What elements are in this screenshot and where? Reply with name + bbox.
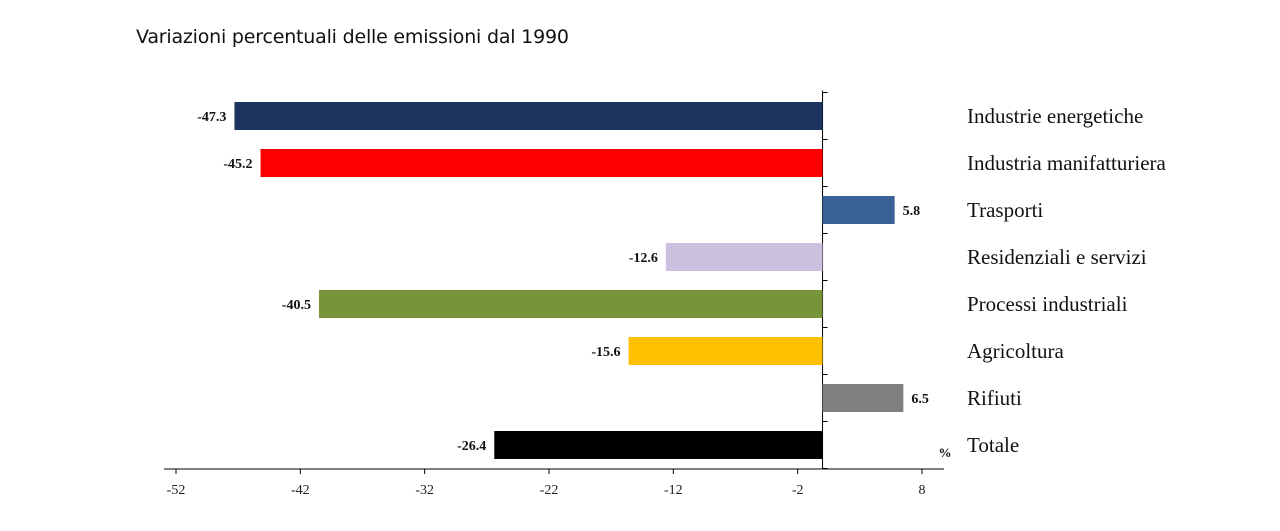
category-label: Totale xyxy=(967,433,1019,457)
x-tick-label: -22 xyxy=(540,483,559,498)
category-label: Industria manifatturiera xyxy=(967,151,1167,175)
unit-label: % xyxy=(939,445,952,460)
x-tick-label: -42 xyxy=(291,483,310,498)
bar xyxy=(822,384,904,412)
value-label: -26.4 xyxy=(457,439,486,454)
chart-axes: -52 -42 -32 -22 -12 -2 8 xyxy=(164,90,944,498)
category-label: Trasporti xyxy=(967,198,1043,222)
x-tick-label: -12 xyxy=(664,483,683,498)
bar xyxy=(318,290,823,318)
x-tick-label: 8 xyxy=(919,483,926,498)
value-label: -15.6 xyxy=(591,345,620,360)
bar xyxy=(665,243,823,271)
bar xyxy=(822,196,895,224)
x-tick-label: -32 xyxy=(415,483,434,498)
value-label: -12.6 xyxy=(629,251,658,266)
category-label: Residenziali e servizi xyxy=(967,245,1147,269)
bars-group xyxy=(234,102,904,459)
x-tick-label: -52 xyxy=(167,483,186,498)
category-label: Agricoltura xyxy=(967,339,1064,363)
bar xyxy=(234,102,823,130)
bar xyxy=(628,337,823,365)
category-label: Rifiuti xyxy=(967,386,1022,410)
value-label: -47.3 xyxy=(197,110,226,125)
category-label: Processi industriali xyxy=(967,292,1128,316)
x-tick-label: -2 xyxy=(792,483,804,498)
bar xyxy=(494,431,823,459)
value-label: 6.5 xyxy=(911,392,929,407)
value-label: -40.5 xyxy=(282,298,311,313)
chart-title: Variazioni percentuali delle emissioni d… xyxy=(136,26,569,48)
category-label: Industrie energetiche xyxy=(967,104,1143,128)
bar xyxy=(260,149,823,177)
labels-group: -47.3 Industrie energetiche -45.2 Industria… xyxy=(197,104,1166,460)
value-label: 5.8 xyxy=(903,204,921,219)
value-label: -45.2 xyxy=(223,157,252,172)
